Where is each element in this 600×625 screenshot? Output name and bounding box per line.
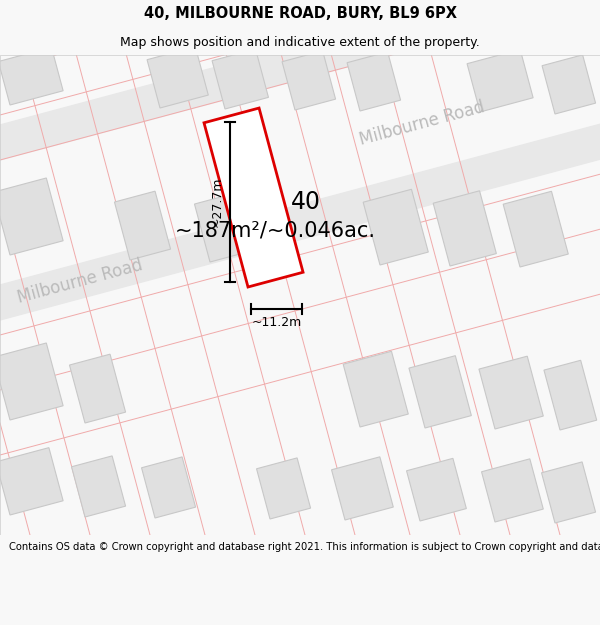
Text: Contains OS data © Crown copyright and database right 2021. This information is : Contains OS data © Crown copyright and d… [9,542,600,552]
Polygon shape [482,459,543,522]
Polygon shape [115,191,170,260]
Polygon shape [479,356,543,429]
Polygon shape [71,456,125,517]
Polygon shape [467,49,533,112]
Polygon shape [0,343,63,420]
Polygon shape [343,351,408,427]
Polygon shape [544,360,597,430]
Polygon shape [433,191,496,266]
Polygon shape [282,51,335,110]
Polygon shape [542,462,596,523]
Polygon shape [147,47,208,108]
Text: Map shows position and indicative extent of the property.: Map shows position and indicative extent… [120,36,480,49]
Polygon shape [347,52,401,111]
Polygon shape [204,108,303,287]
Polygon shape [542,55,596,114]
Polygon shape [503,191,568,267]
Text: 40: 40 [291,190,321,214]
Polygon shape [0,448,63,515]
Polygon shape [363,189,428,265]
Polygon shape [409,356,472,428]
Polygon shape [407,458,466,521]
Polygon shape [0,178,63,255]
Text: ~27.7m: ~27.7m [211,177,223,227]
Polygon shape [142,457,196,518]
Text: Milbourne Road: Milbourne Road [16,256,145,307]
Text: ~11.2m: ~11.2m [251,316,302,329]
Polygon shape [332,457,393,520]
Polygon shape [257,458,311,519]
Polygon shape [70,354,125,423]
Text: Milbourne Road: Milbourne Road [358,98,487,149]
Text: ~187m²/~0.046ac.: ~187m²/~0.046ac. [175,220,376,240]
Polygon shape [194,193,251,262]
Polygon shape [212,49,268,109]
Text: 40, MILBOURNE ROAD, BURY, BL9 6PX: 40, MILBOURNE ROAD, BURY, BL9 6PX [143,6,457,21]
Polygon shape [0,48,63,105]
